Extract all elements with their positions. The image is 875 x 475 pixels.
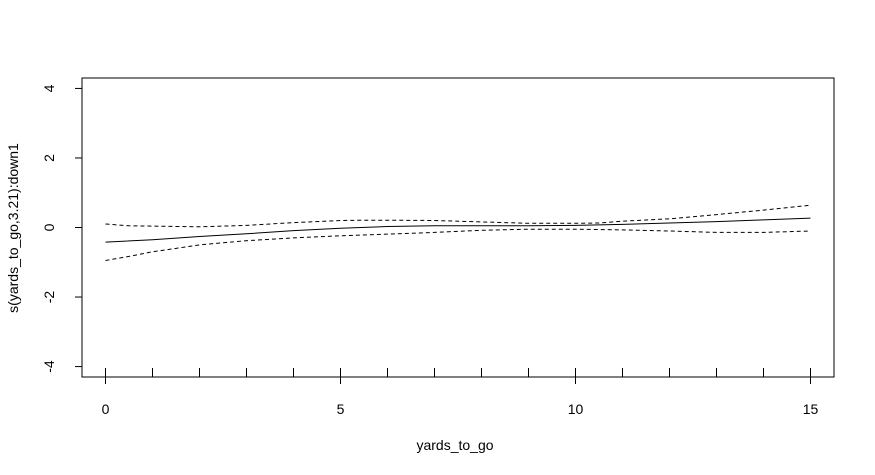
x-tick-label: 0 bbox=[102, 401, 110, 417]
x-tick-label: 5 bbox=[337, 401, 345, 417]
x-rug bbox=[105, 368, 811, 377]
y-tick-label: 0 bbox=[41, 223, 57, 231]
series-upper-line bbox=[105, 204, 811, 228]
plot-frame bbox=[81, 77, 835, 378]
y-axis: -4 -2 0 2 4 bbox=[41, 84, 83, 373]
y-tick-label: 2 bbox=[41, 154, 57, 162]
y-tick-label: -4 bbox=[41, 360, 57, 373]
y-tick-label: -2 bbox=[41, 291, 57, 304]
series-lower-line bbox=[105, 228, 811, 261]
x-axis-label: yards_to_go bbox=[416, 437, 493, 453]
x-axis: 0 5 10 15 bbox=[102, 376, 819, 417]
x-tick-label: 10 bbox=[568, 401, 584, 417]
y-axis-label: s(yards_to_go,3.21):down1 bbox=[5, 143, 21, 313]
x-tick-label: 15 bbox=[803, 401, 819, 417]
series-estimate-line bbox=[105, 217, 811, 243]
y-tick-label: 4 bbox=[41, 84, 57, 92]
series-lines bbox=[105, 204, 811, 261]
